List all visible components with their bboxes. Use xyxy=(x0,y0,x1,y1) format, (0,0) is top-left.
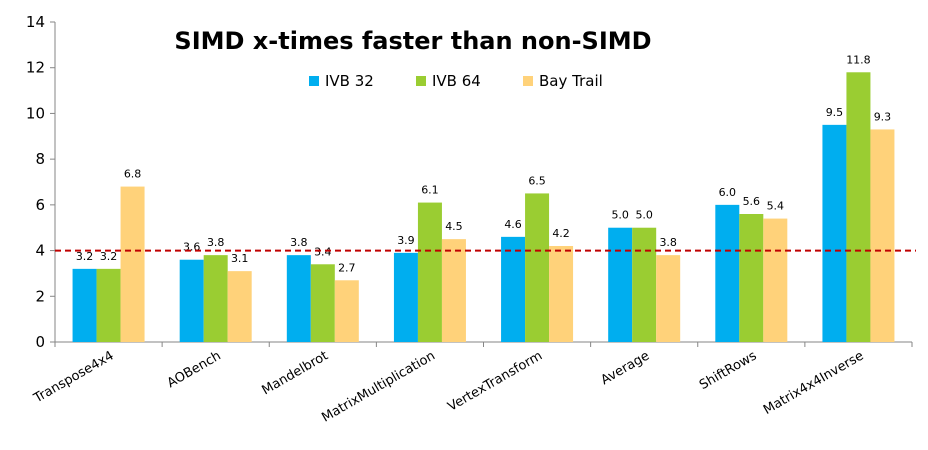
data-label: 3.2 xyxy=(100,250,118,263)
data-label: 6.8 xyxy=(124,168,142,181)
bar xyxy=(120,186,145,342)
bar xyxy=(608,227,633,342)
y-axis: 0 2 4 6 8 10 12 14 xyxy=(26,13,56,351)
y-tick-label: 4 xyxy=(35,242,45,260)
data-labels: 3.2 3.2 6.8 3.6 3.8 3.1 3.8 3.4 2.7 3.9 6.1 4.5 4.6 6… xyxy=(76,53,891,274)
x-tick-label: MatrixMultiplication xyxy=(319,348,438,425)
bar xyxy=(501,236,526,342)
x-tick-label: ShiftRows xyxy=(697,348,760,393)
data-label: 3.8 xyxy=(290,236,308,249)
bar xyxy=(179,259,204,342)
bar xyxy=(310,264,335,342)
bar xyxy=(632,227,657,342)
bar xyxy=(870,129,895,342)
bar xyxy=(227,271,252,342)
x-tick-label: Mandelbrot xyxy=(260,348,331,398)
data-label: 4.2 xyxy=(552,227,570,240)
data-label: 9.3 xyxy=(874,110,892,123)
bar xyxy=(72,268,97,342)
x-tick-label: VertexTransform xyxy=(445,348,545,414)
legend-swatch xyxy=(416,76,426,86)
legend-swatch xyxy=(309,76,319,86)
bars xyxy=(72,72,895,343)
data-label: 2.7 xyxy=(338,261,356,274)
data-label: 3.2 xyxy=(76,250,94,263)
y-tick-label: 14 xyxy=(26,13,45,31)
bar xyxy=(286,255,311,342)
y-tick-label: 12 xyxy=(26,59,45,77)
y-tick-label: 2 xyxy=(35,287,45,305)
data-label: 5.0 xyxy=(635,209,653,222)
legend-swatch xyxy=(523,76,533,86)
data-label: 3.8 xyxy=(659,236,677,249)
bar xyxy=(441,239,466,342)
x-tick-label: Transpose4x4 xyxy=(31,348,117,406)
bar xyxy=(822,124,847,342)
bar xyxy=(549,246,574,342)
legend-label: IVB 32 xyxy=(325,72,374,90)
data-label: 3.1 xyxy=(231,252,249,265)
bar xyxy=(656,255,681,342)
bar xyxy=(846,72,871,343)
bar xyxy=(525,193,550,342)
data-label: 3.6 xyxy=(183,241,201,254)
y-tick-label: 10 xyxy=(26,104,45,122)
data-label: 5.0 xyxy=(611,209,629,222)
x-tick-label: Average xyxy=(598,348,652,388)
bar xyxy=(715,204,740,342)
data-label: 3.9 xyxy=(397,234,415,247)
chart-title: SIMD x-times faster than non-SIMD xyxy=(174,27,651,55)
bar xyxy=(739,214,764,342)
data-label: 5.6 xyxy=(743,195,761,208)
legend-label: Bay Trail xyxy=(539,72,603,90)
data-label: 3.4 xyxy=(314,245,332,258)
data-label: 9.5 xyxy=(826,106,844,119)
data-label: 6.5 xyxy=(528,174,546,187)
data-label: 4.6 xyxy=(504,218,522,231)
bar xyxy=(203,255,228,342)
data-label: 6.1 xyxy=(421,184,439,197)
y-tick-label: 8 xyxy=(35,150,45,168)
bar xyxy=(96,268,121,342)
bar xyxy=(393,252,418,342)
x-tick-label: Matrix4x4Inverse xyxy=(761,348,866,418)
data-label: 11.8 xyxy=(846,53,871,66)
data-label: 6.0 xyxy=(719,186,737,199)
data-label: 3.8 xyxy=(207,236,225,249)
y-tick-label: 0 xyxy=(35,333,45,351)
x-axis: Transpose4x4 AOBench MandelbrotMatrixMulti… xyxy=(31,341,913,426)
bar xyxy=(417,202,442,342)
legend-label: IVB 64 xyxy=(432,72,481,90)
data-label: 4.5 xyxy=(445,220,463,233)
legend: IVB 32 IVB 64 Bay Trail xyxy=(309,72,603,90)
bar xyxy=(763,218,788,342)
data-label: 5.4 xyxy=(767,200,785,213)
bar xyxy=(334,280,359,342)
y-tick-label: 6 xyxy=(35,196,45,214)
x-tick-label: AOBench xyxy=(165,348,224,391)
